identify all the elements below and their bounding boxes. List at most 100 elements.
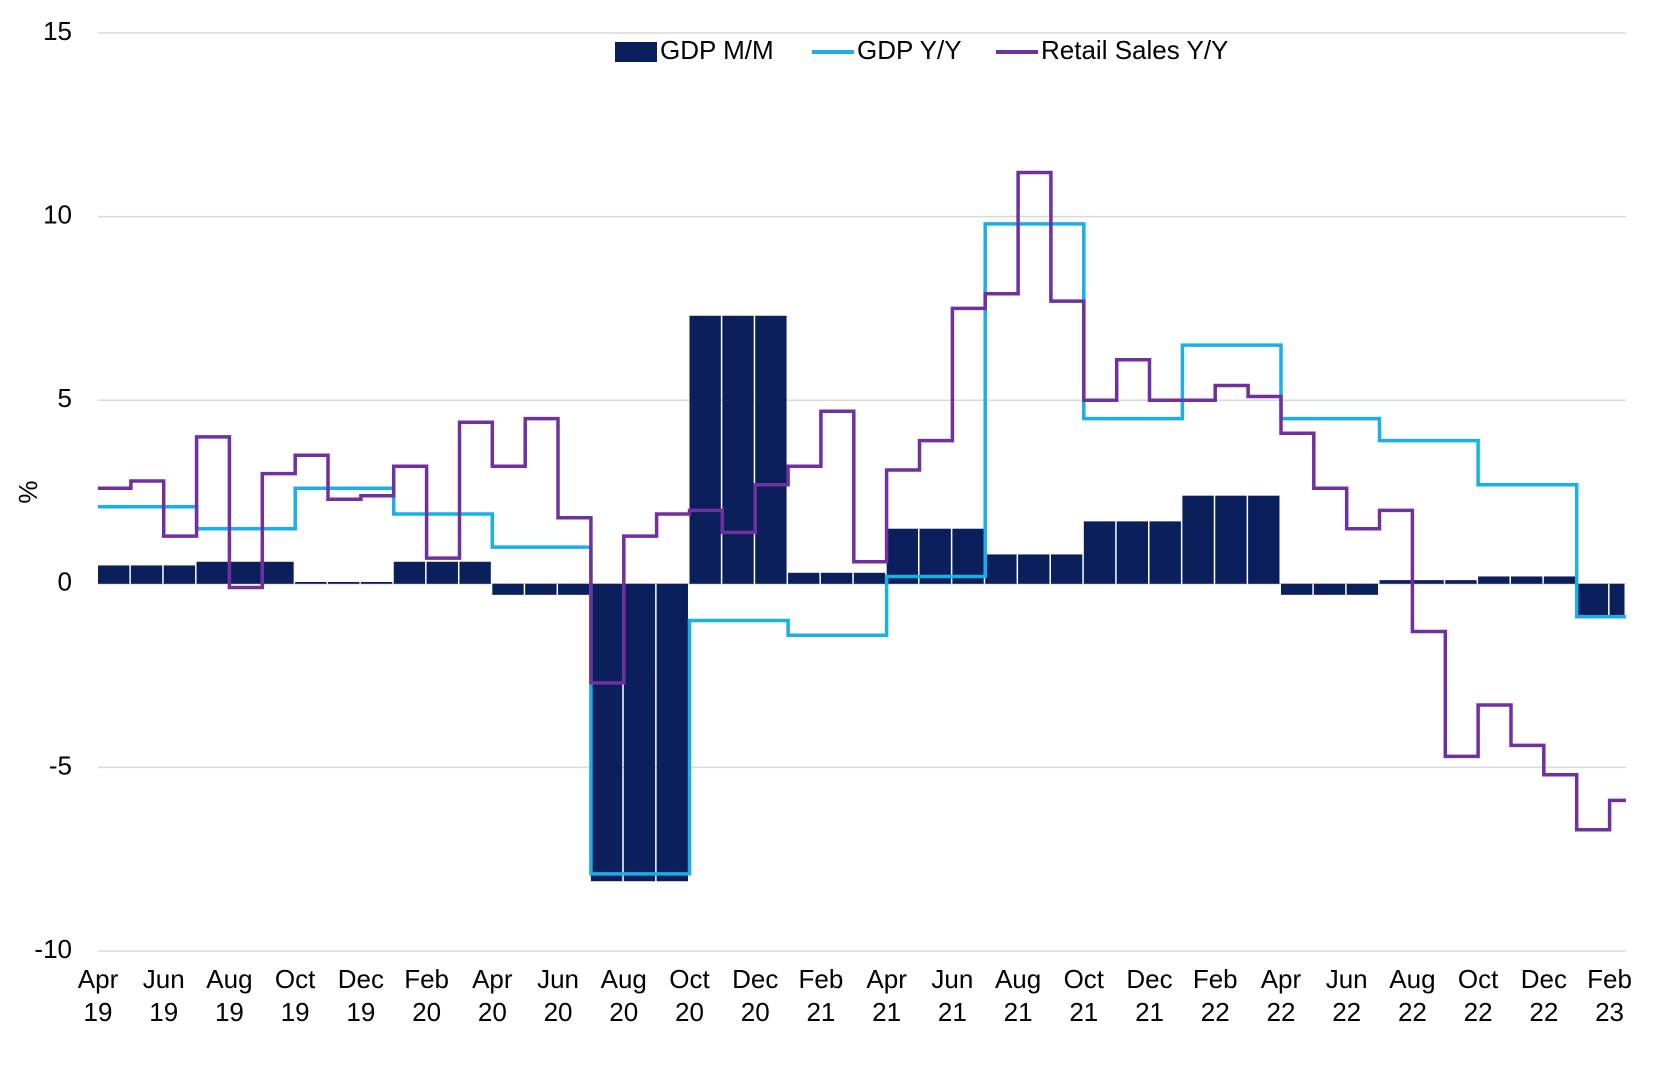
x-tick-year: 19 xyxy=(149,997,178,1027)
bar-gdp-mm xyxy=(788,572,820,584)
bar-gdp-mm xyxy=(1116,521,1149,584)
legend-label-gdp-y-y: GDP Y/Y xyxy=(857,35,962,65)
bar-gdp-mm xyxy=(1182,495,1214,584)
x-tick-month: Dec xyxy=(1521,964,1567,994)
bar-gdp-mm xyxy=(360,581,393,584)
x-tick-month: Feb xyxy=(799,964,844,994)
x-tick-year: 21 xyxy=(806,997,835,1027)
y-tick-label: 15 xyxy=(43,16,72,46)
bar-gdp-mm xyxy=(525,583,557,595)
bar-gdp-mm xyxy=(623,583,656,882)
bar-gdp-mm xyxy=(1609,583,1625,617)
bar-gdp-mm xyxy=(426,561,458,584)
x-tick-month: Feb xyxy=(404,964,449,994)
x-tick-year: 20 xyxy=(675,997,704,1027)
bar-gdp-mm xyxy=(295,581,327,584)
bar-gdp-mm xyxy=(1248,495,1280,584)
bar-gdp-mm xyxy=(393,561,426,584)
bar-gdp-mm xyxy=(755,315,787,584)
x-tick-month: Apr xyxy=(1261,964,1302,994)
bar-gdp-mm xyxy=(1478,576,1510,584)
x-tick-year: 19 xyxy=(281,997,310,1027)
bar-gdp-mm xyxy=(886,528,919,584)
y-axis-ticks: 15 10 5 0 -5 -10 xyxy=(34,16,72,964)
y-tick-label: 5 xyxy=(58,383,72,413)
x-tick-year: 21 xyxy=(872,997,901,1027)
x-tick-month: Jun xyxy=(1326,964,1368,994)
x-tick-year: 20 xyxy=(609,997,638,1027)
bar-gdp-mm xyxy=(1346,583,1379,595)
bar-gdp-mm xyxy=(98,565,130,584)
legend: GDP M/M GDP Y/Y Retail Sales Y/Y xyxy=(615,35,1228,65)
bar-gdp-mm xyxy=(1149,521,1181,584)
x-tick-month: Apr xyxy=(78,964,119,994)
x-tick-month: Feb xyxy=(1587,964,1632,994)
x-tick-month: Oct xyxy=(1458,964,1499,994)
x-tick-month: Oct xyxy=(275,964,316,994)
bar-gdp-mm xyxy=(722,315,754,584)
bar-gdp-mm xyxy=(1412,580,1444,584)
legend-swatch-gdp-m-m xyxy=(615,42,657,62)
x-tick-year: 21 xyxy=(1004,997,1033,1027)
gdp-mm-bars xyxy=(98,315,1625,882)
bar-gdp-mm xyxy=(1379,580,1411,584)
x-tick-month: Jun xyxy=(143,964,185,994)
x-tick-month: Dec xyxy=(338,964,384,994)
bar-gdp-mm xyxy=(919,528,951,584)
x-axis-ticks: Apr19Jun19Aug19Oct19Dec19Feb20Apr20Jun20… xyxy=(78,964,1632,1027)
x-tick-year: 19 xyxy=(84,997,113,1027)
x-tick-year: 21 xyxy=(938,997,967,1027)
bar-gdp-mm xyxy=(985,554,1017,584)
bar-gdp-mm xyxy=(1510,576,1543,584)
y-tick-label: 0 xyxy=(58,567,72,597)
bar-gdp-mm xyxy=(1083,521,1116,584)
bar-gdp-mm xyxy=(1445,580,1477,584)
series-lines xyxy=(98,170,1626,876)
x-tick-year: 20 xyxy=(412,997,441,1027)
x-tick-year: 21 xyxy=(1069,997,1098,1027)
bar-gdp-mm xyxy=(1576,583,1609,617)
x-tick-month: Aug xyxy=(1389,964,1435,994)
x-tick-month: Aug xyxy=(601,964,647,994)
x-tick-month: Dec xyxy=(732,964,778,994)
bar-gdp-mm xyxy=(1215,495,1247,584)
bar-gdp-mm xyxy=(558,583,590,595)
x-tick-year: 22 xyxy=(1332,997,1361,1027)
x-tick-year: 21 xyxy=(1135,997,1164,1027)
bar-gdp-mm xyxy=(1018,554,1050,584)
bar-gdp-mm xyxy=(492,583,524,595)
bar-gdp-mm xyxy=(820,572,853,584)
bar-gdp-mm xyxy=(459,561,491,584)
line-retail-sales-y-y xyxy=(98,170,1626,832)
x-tick-year: 22 xyxy=(1267,997,1296,1027)
bar-gdp-mm xyxy=(590,583,623,882)
y-tick-label: -5 xyxy=(49,750,72,780)
y-axis-title: % xyxy=(13,480,43,503)
x-tick-year: 20 xyxy=(741,997,770,1027)
x-tick-year: 19 xyxy=(215,997,244,1027)
x-tick-month: Oct xyxy=(669,964,710,994)
y-tick-label: 10 xyxy=(43,199,72,229)
x-tick-month: Aug xyxy=(995,964,1041,994)
x-tick-year: 22 xyxy=(1464,997,1493,1027)
x-tick-year: 22 xyxy=(1398,997,1427,1027)
bar-gdp-mm xyxy=(1050,554,1083,584)
x-tick-year: 20 xyxy=(544,997,573,1027)
x-tick-month: Jun xyxy=(931,964,973,994)
x-tick-month: Jun xyxy=(537,964,579,994)
x-tick-month: Apr xyxy=(866,964,907,994)
y-tick-label: -10 xyxy=(34,934,72,964)
bar-gdp-mm xyxy=(163,565,196,584)
line-gdp-y-y xyxy=(98,222,1626,876)
bar-gdp-mm xyxy=(689,315,721,584)
x-tick-year: 23 xyxy=(1595,997,1624,1027)
bar-gdp-mm xyxy=(656,583,688,882)
bar-gdp-mm xyxy=(853,572,886,584)
x-tick-year: 22 xyxy=(1529,997,1558,1027)
bar-gdp-mm xyxy=(1543,576,1576,584)
bar-gdp-mm xyxy=(952,528,984,584)
legend-label-gdp-m-m: GDP M/M xyxy=(660,35,774,65)
bar-gdp-mm xyxy=(328,581,360,584)
x-tick-month: Feb xyxy=(1193,964,1238,994)
bar-gdp-mm xyxy=(1280,583,1313,595)
